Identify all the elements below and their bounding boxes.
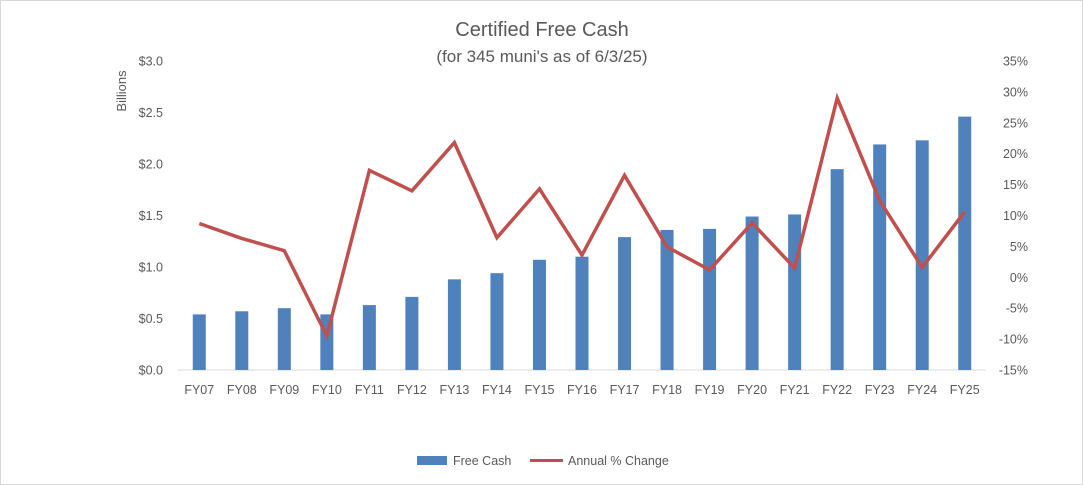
x-tick-label: FY09 [269,383,299,397]
bar-fy07 [192,314,206,370]
right-tick-label: 0% [1010,271,1028,285]
bar-fy23 [873,144,887,370]
chart-subtitle: (for 345 muni's as of 6/3/25) [436,47,647,66]
chart-title: Certified Free Cash [455,19,628,41]
x-axis-ticks: FY07 FY08 FY09 FY10 FY11 FY12 FY13 FY14 FY15 FY16… [184,383,979,397]
right-tick-label: 20% [1003,147,1028,161]
bar-fy21 [788,214,802,370]
x-tick-label: FY24 [907,383,937,397]
bar-fy18 [660,229,674,370]
left-tick-label: $0.5 [139,312,163,326]
x-tick-label: FY25 [950,383,980,397]
bar-fy24 [915,140,929,370]
bar-series [192,116,972,371]
bar-fy20 [745,216,759,370]
annual-change-line [198,92,967,341]
line-series [198,92,967,341]
right-tick-label: 10% [1003,209,1028,223]
x-tick-label: FY15 [525,383,555,397]
right-tick-label: 35% [1003,55,1028,69]
bar-fy11 [362,305,376,370]
right-axis-ticks: -15% -10% -5% 0% 5% 10% 15% 20% 25% 30% 35% [999,55,1028,378]
left-tick-label: $1.5 [139,209,163,223]
y-axis-title: Billions [114,70,129,112]
right-tick-label: -5% [1006,302,1028,316]
x-tick-label: FY18 [652,383,682,397]
x-tick-label: FY16 [567,383,597,397]
x-tick-label: FY17 [610,383,640,397]
x-tick-label: FY10 [312,383,342,397]
left-tick-label: $1.0 [139,261,163,275]
left-tick-label: $3.0 [139,55,163,69]
left-axis-ticks: $0.0 $0.5 $1.0 $1.5 $2.0 $2.5 $3.0 [139,55,163,378]
bar-fy25 [958,116,972,371]
x-tick-label: FY20 [737,383,767,397]
bar-fy22 [830,169,844,370]
x-tick-label: FY22 [822,383,852,397]
left-tick-label: $0.0 [139,364,163,378]
legend-label-annual-change: Annual % Change [568,454,669,468]
right-tick-label: 30% [1003,85,1028,99]
x-tick-label: FY13 [439,383,469,397]
x-tick-label: FY14 [482,383,512,397]
bar-fy15 [532,259,546,370]
legend: Free Cash Annual % Change [417,454,669,468]
legend-swatch-free-cash [417,456,447,465]
right-tick-label: -10% [999,333,1028,347]
bar-fy08 [235,311,249,370]
bar-fy17 [618,237,632,370]
right-tick-label: 5% [1010,240,1028,254]
x-tick-label: FY12 [397,383,427,397]
right-tick-label: 25% [1003,116,1028,130]
x-tick-label: FY07 [184,383,214,397]
bar-fy12 [405,296,419,370]
left-tick-label: $2.0 [139,158,163,172]
right-tick-label: 15% [1003,178,1028,192]
legend-label-free-cash: Free Cash [453,454,511,468]
bar-fy09 [277,308,291,370]
right-tick-label: -15% [999,364,1028,378]
x-tick-label: FY11 [355,383,384,397]
x-tick-label: FY19 [695,383,725,397]
bar-fy16 [575,256,589,370]
bar-fy19 [703,228,717,370]
bar-fy14 [490,273,504,370]
bar-fy13 [447,279,461,370]
left-tick-label: $2.5 [139,106,163,120]
x-tick-label: FY21 [780,383,810,397]
x-tick-label: FY23 [865,383,895,397]
x-tick-label: FY08 [227,383,257,397]
